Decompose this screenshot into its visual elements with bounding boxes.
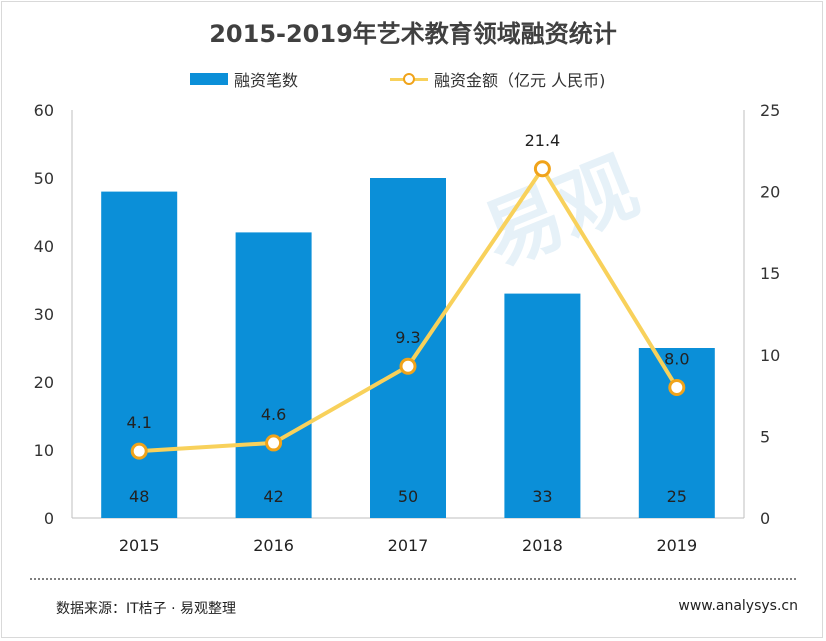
y-left-tick-label: 50 xyxy=(34,169,54,188)
y-right-tick-label: 15 xyxy=(760,264,780,283)
line-point xyxy=(533,160,551,178)
y-left-tick-label: 60 xyxy=(34,101,54,120)
line-point xyxy=(668,378,686,396)
x-tick-label: 2016 xyxy=(253,536,294,555)
legend-bar-label: 融资笔数 xyxy=(234,71,299,90)
site-url: www.analysys.cn xyxy=(678,598,798,614)
bar-value-label: 33 xyxy=(532,487,552,506)
legend-item-line: 融资金额（亿元 人民币) xyxy=(390,68,605,90)
y-left-tick-label: 0 xyxy=(44,509,54,528)
line-value-label: 8.0 xyxy=(664,349,689,368)
y-left-tick-label: 40 xyxy=(34,237,54,256)
y-left-tick-label: 10 xyxy=(34,441,54,460)
line-value-label: 21.4 xyxy=(525,131,561,150)
y-right-tick-label: 20 xyxy=(760,183,780,202)
bar xyxy=(370,178,446,518)
legend-line-label: 融资金额（亿元 人民币) xyxy=(434,71,606,90)
data-source: 数据来源：IT桔子 · 易观整理 xyxy=(56,601,237,617)
line-point xyxy=(130,442,148,460)
bar-value-label: 50 xyxy=(398,487,418,506)
line-value-label: 9.3 xyxy=(395,328,420,347)
bar xyxy=(235,232,312,518)
bar-value-label: 25 xyxy=(667,487,687,506)
x-tick-label: 2015 xyxy=(119,536,160,555)
bar-value-label: 48 xyxy=(129,487,149,506)
bar xyxy=(638,348,715,518)
bar xyxy=(504,293,581,518)
x-tick-label: 2019 xyxy=(656,536,697,555)
line-point xyxy=(265,434,283,452)
bar xyxy=(101,191,178,518)
y-right-tick-label: 5 xyxy=(760,427,770,446)
line-point xyxy=(399,357,417,375)
y-left-tick-label: 30 xyxy=(34,305,54,324)
line-value-label: 4.1 xyxy=(126,413,151,432)
chart-title: 2015-2019年艺术教育领域融资统计 xyxy=(209,20,617,48)
y-right-tick-label: 0 xyxy=(760,509,770,528)
y-right-tick-label: 25 xyxy=(760,101,780,120)
line-value-label: 4.6 xyxy=(261,405,286,424)
y-left-tick-label: 20 xyxy=(34,373,54,392)
legend-line-swatch xyxy=(390,72,428,86)
y-right-tick-label: 10 xyxy=(760,346,780,365)
x-tick-label: 2017 xyxy=(388,536,429,555)
legend-bar-swatch xyxy=(190,73,228,85)
legend-item-bars: 融资笔数 xyxy=(190,68,298,90)
footer-divider xyxy=(30,578,796,580)
bar-value-label: 42 xyxy=(263,487,283,506)
x-tick-label: 2018 xyxy=(522,536,563,555)
